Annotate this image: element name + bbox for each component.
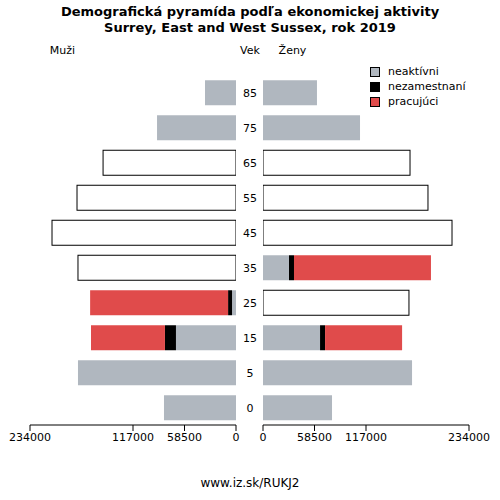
html-text:www.iz.sk/RUKJ2: www.iz.sk/RUKJ2 — [200, 476, 300, 490]
svg-text:58500: 58500 — [167, 431, 202, 444]
svg-text:58500: 58500 — [297, 431, 332, 444]
html-text:nezamestnaní: nezamestnaní — [388, 80, 466, 93]
svg-text:55: 55 — [243, 192, 257, 205]
html-text:Vek: Vek — [240, 44, 260, 57]
svg-text:45: 45 — [243, 227, 257, 240]
svg-text:117000: 117000 — [112, 431, 154, 444]
svg-text:5: 5 — [247, 367, 254, 380]
html-text:neaktívni: neaktívni — [388, 65, 439, 78]
svg-text:75: 75 — [243, 122, 257, 135]
svg-text:85: 85 — [243, 87, 257, 100]
svg-text:15: 15 — [243, 332, 257, 345]
svg-text:65: 65 — [243, 157, 257, 170]
svg-text:25: 25 — [243, 297, 257, 310]
svg-text:117000: 117000 — [345, 431, 387, 444]
html-text:pracujúci: pracujúci — [388, 95, 439, 108]
svg-text:234000: 234000 — [448, 431, 490, 444]
html-text:Ženy: Ženy — [278, 44, 307, 57]
html-text:Muži: Muži — [49, 44, 76, 57]
svg-text:35: 35 — [243, 262, 257, 275]
svg-text:0: 0 — [247, 402, 254, 415]
svg-text:0: 0 — [233, 431, 240, 444]
svg-text:234000: 234000 — [9, 431, 51, 444]
html-text:Surrey, East and West Sussex,: Surrey, East and West Sussex, rok 2019 — [104, 20, 396, 35]
svg-text:0: 0 — [260, 431, 267, 444]
html-text:Demografická pyramída podľa ek: Demografická pyramída podľa ekonomickej … — [60, 4, 440, 19]
